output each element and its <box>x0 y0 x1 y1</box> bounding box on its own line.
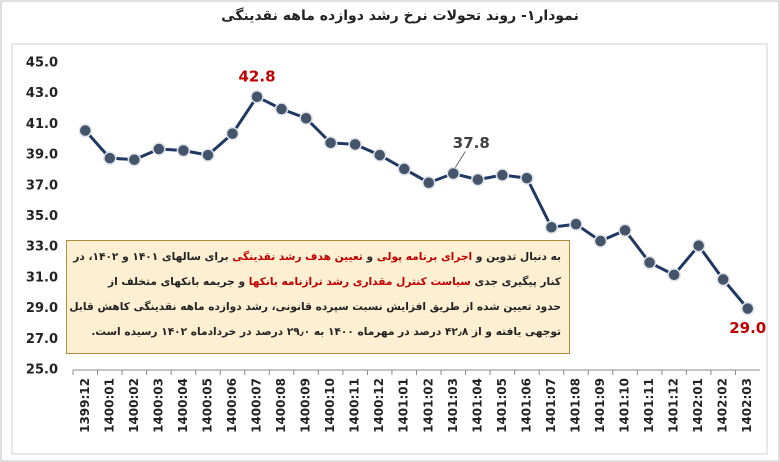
x-tick-label: 1400:09 <box>299 378 313 433</box>
point <box>225 126 240 141</box>
highlight-text: اجرای برنامه پولی <box>376 251 473 263</box>
point <box>103 151 117 165</box>
x-tick-label: 1400:07 <box>250 378 264 433</box>
point <box>667 268 681 282</box>
point <box>274 102 289 116</box>
point <box>740 301 755 316</box>
y-tick-label: 35.0 <box>26 209 58 224</box>
point <box>299 111 313 126</box>
x-tick-label: 1401:01 <box>397 378 411 433</box>
x-tick-label: 1401:12 <box>667 378 681 433</box>
y-tick-label: 45.0 <box>26 56 58 71</box>
annotation-line: توجهی یافته و از ۴۲٫۸ درصد در مهرماه ۱۴۰… <box>75 320 561 345</box>
annotation-text: توجهی یافته و از ۴۲٫۸ درصد در مهرماه ۱۴۰… <box>91 326 561 338</box>
y-tick-label: 31.0 <box>26 270 58 285</box>
annotation-line: حدود تعیین شده از طریق افزایش نسبت سپرده… <box>69 295 561 320</box>
point <box>691 238 706 253</box>
x-tick-label: 1400:03 <box>151 378 165 433</box>
point <box>176 143 191 158</box>
point <box>520 171 534 185</box>
x-tick-label: 1401:06 <box>519 378 533 433</box>
x-tick-label: 1401:05 <box>495 378 509 433</box>
y-tick-label: 25.0 <box>26 363 58 378</box>
point <box>372 148 387 162</box>
y-tick-label: 39.0 <box>26 148 58 163</box>
annotation-text: برای سالهای ۱۴۰۱ و ۱۴۰۲، در <box>73 251 233 263</box>
x-tick-label: 1401:07 <box>544 378 558 433</box>
x-tick-label: 1400:10 <box>323 378 337 433</box>
point <box>593 234 608 248</box>
y-tick-label: 33.0 <box>26 240 58 255</box>
x-tick-label: 1402:03 <box>740 378 754 433</box>
y-tick-label: 43.0 <box>26 86 58 101</box>
point <box>495 168 510 182</box>
point <box>127 152 142 167</box>
annotation-text: به دنبال تدوین و <box>472 251 561 263</box>
y-tick-label: 37.0 <box>26 178 58 193</box>
x-tick-label: 1401:03 <box>446 378 460 433</box>
value-label: 29.0 <box>729 319 766 337</box>
x-tick-label: 1401:11 <box>642 378 656 433</box>
y-tick-label: 29.0 <box>26 301 58 316</box>
point <box>471 172 485 187</box>
x-tick-label: 1400:08 <box>274 378 288 433</box>
x-tick-label: 1402:02 <box>716 378 730 433</box>
highlight-text: سیاست کنترل مقداری رشد ترازنامه بانکها <box>248 276 471 288</box>
x-tick-label: 1401:02 <box>421 378 435 433</box>
annotation-text: و <box>362 251 377 263</box>
point <box>446 166 461 181</box>
value-label: 42.8 <box>239 67 276 85</box>
x-tick-label: 1400:12 <box>372 378 386 433</box>
point <box>569 217 583 231</box>
annotation-text: و جریمه بانکهای متخلف از <box>108 276 249 288</box>
x-tick-label: 1401:08 <box>568 378 582 433</box>
y-tick-label: 41.0 <box>26 117 58 132</box>
point <box>250 90 264 104</box>
x-tick-label: 1399:12 <box>78 378 92 433</box>
x-tick-label: 1400:06 <box>225 378 239 433</box>
x-tick-label: 1400:04 <box>176 378 190 433</box>
point <box>544 220 559 234</box>
x-tick-label: 1402:01 <box>691 378 705 433</box>
x-tick-label: 1400:11 <box>348 378 362 433</box>
plot-frame <box>11 43 768 455</box>
point <box>397 162 411 176</box>
point <box>642 255 657 270</box>
x-tick-label: 1401:04 <box>470 378 484 433</box>
series-line <box>84 94 749 310</box>
x-tick-label: 1401:09 <box>593 378 607 433</box>
x-tick-label: 1400:05 <box>200 378 214 433</box>
x-tick-label: 1400:02 <box>127 378 141 433</box>
point <box>323 136 338 150</box>
y-tick-label: 27.0 <box>26 332 58 347</box>
x-tick-label: 1401:10 <box>618 378 632 433</box>
point <box>348 137 362 152</box>
point <box>152 142 166 156</box>
chart-title: نمودار۱- روند تحولات نرخ رشد دوازده ماهه… <box>221 7 579 24</box>
point <box>78 123 93 138</box>
value-label: 37.8 <box>453 134 490 152</box>
annotation-line: کنار پیگیری جدی سیاست کنترل مقداری رشد ت… <box>75 270 561 295</box>
point <box>422 175 436 190</box>
point <box>618 223 632 238</box>
x-tick-label: 1400:01 <box>102 378 116 433</box>
annotation-text: حدود تعیین شده از طریق افزایش نسبت سپرده… <box>69 301 561 313</box>
highlight-text: تعیین هدف رشد نقدینگی <box>232 251 363 263</box>
annotation-line: به دنبال تدوین و اجرای برنامه پولی و تعی… <box>73 245 561 270</box>
annotation: به دنبال تدوین و اجرای برنامه پولی و تعی… <box>66 240 570 354</box>
annotation-text: کنار پیگیری جدی <box>470 276 562 288</box>
point <box>716 272 730 287</box>
leader-line <box>454 151 466 168</box>
point <box>201 148 215 162</box>
